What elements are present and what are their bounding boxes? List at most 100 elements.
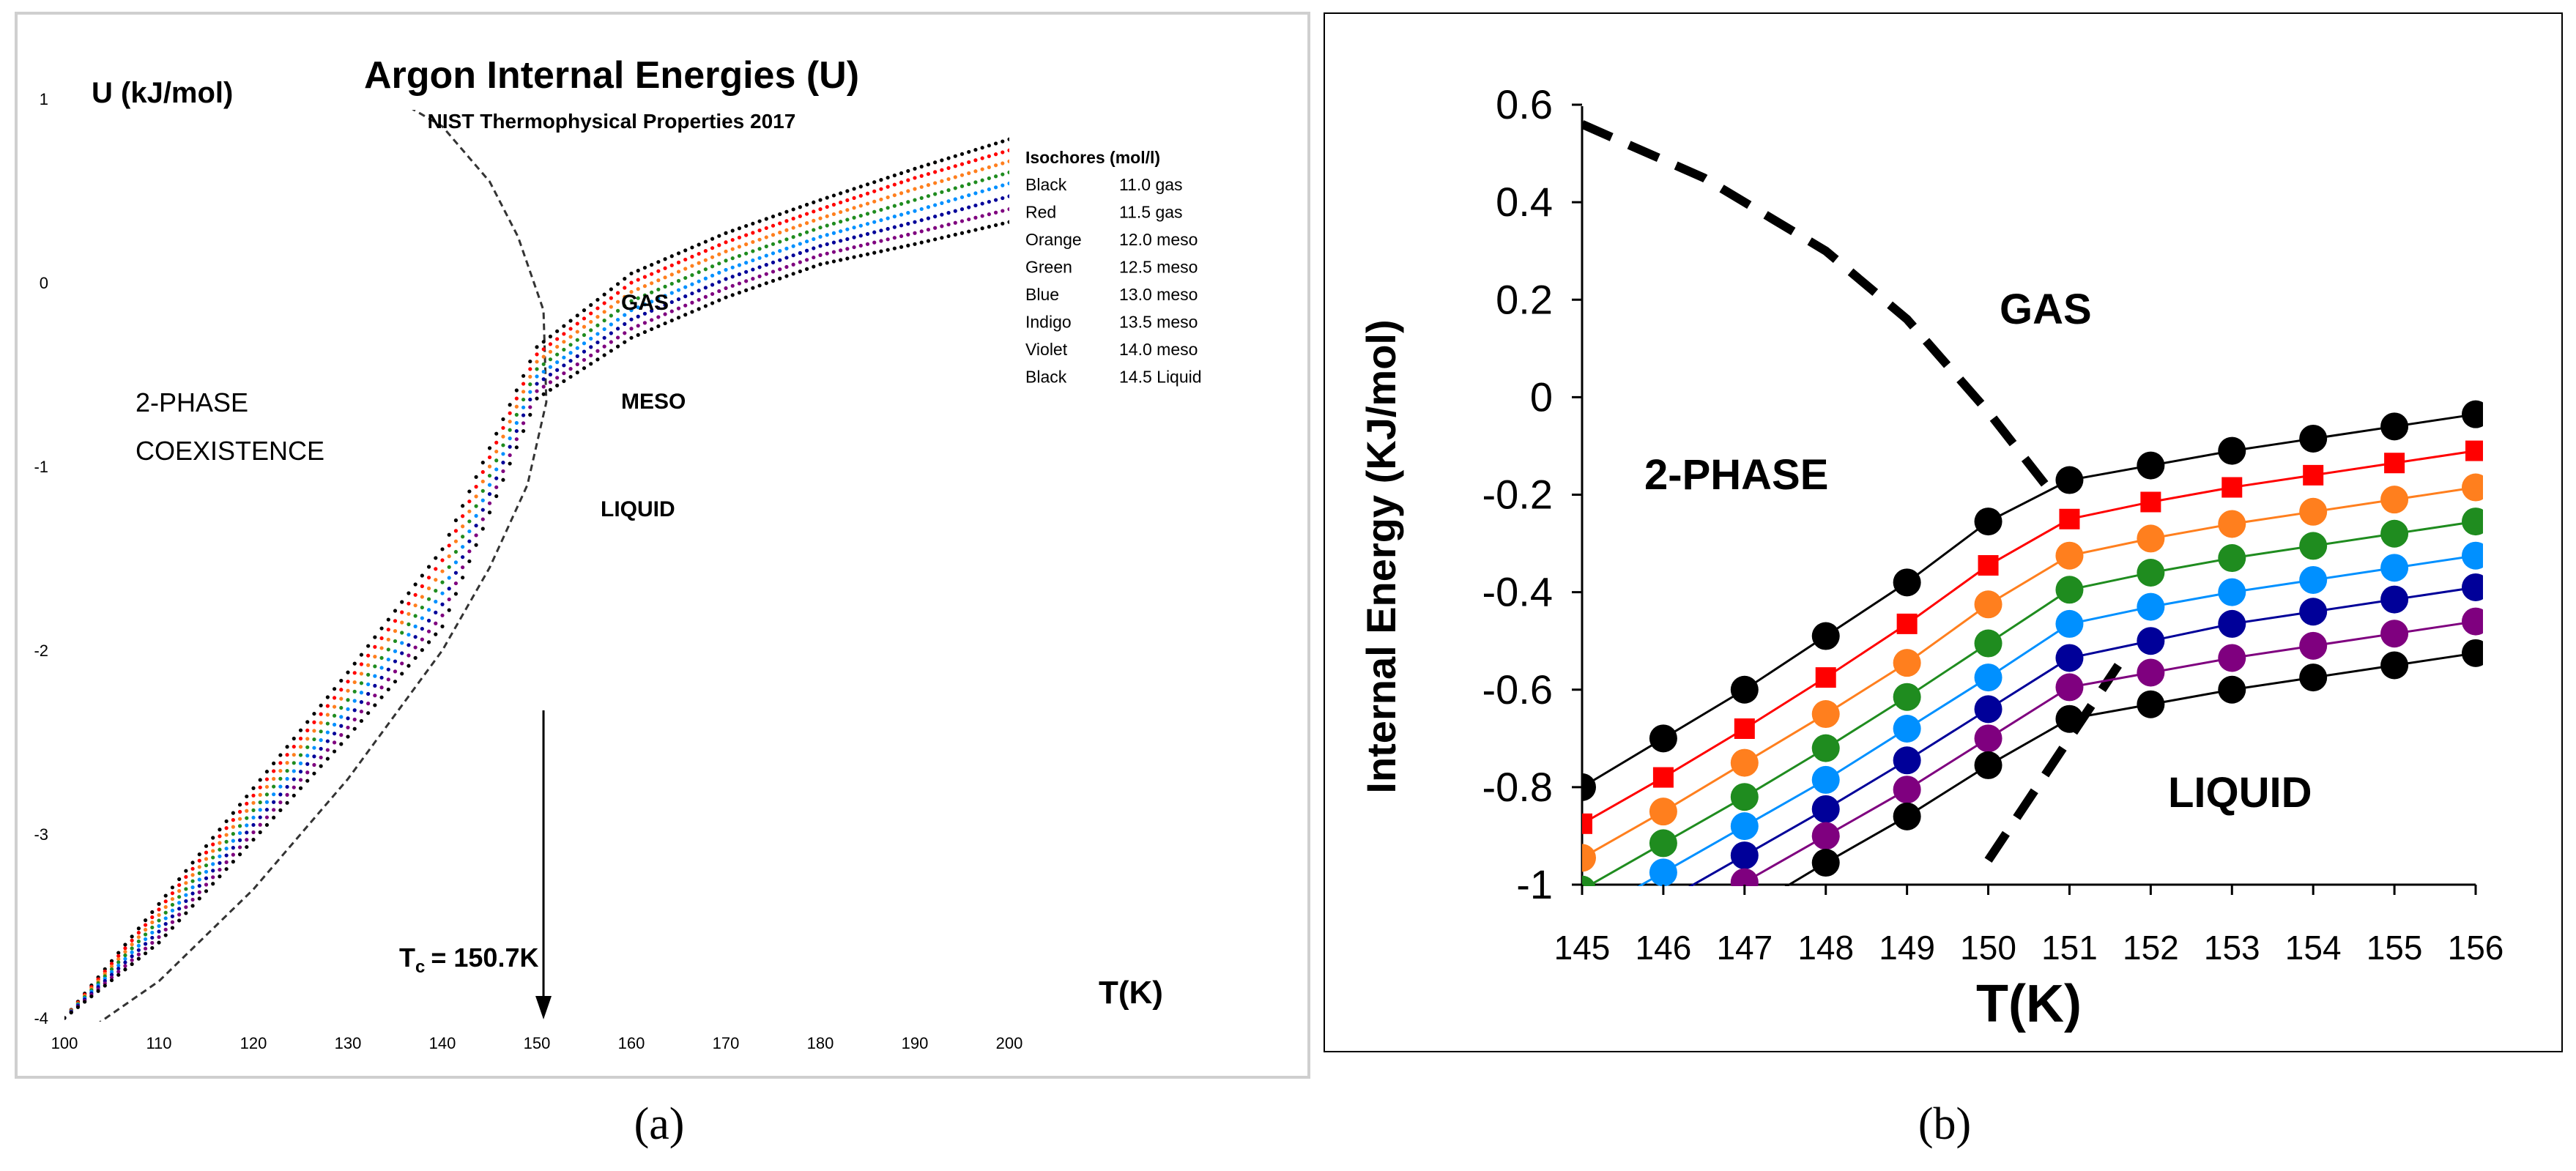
panel-a-data-point — [676, 278, 681, 283]
panel-a-data-point — [218, 841, 222, 845]
panel-a-data-point — [737, 235, 742, 239]
panel-a-data-point — [973, 191, 978, 196]
panel-a-data-point — [298, 745, 303, 749]
panel-a-data-point — [305, 754, 310, 758]
panel-a-data-point — [352, 726, 357, 731]
panel-a-data-point — [272, 808, 276, 812]
panel-a-data-point — [993, 163, 998, 168]
panel-b-series-line — [1582, 450, 2476, 825]
panel-a-data-point — [379, 675, 384, 680]
panel-a-data-point — [987, 187, 991, 192]
panel-b-data-point — [2055, 609, 2084, 638]
panel-a-data-point — [629, 271, 634, 276]
panel-a-data-point — [778, 258, 782, 262]
panel-a-data-point — [852, 226, 856, 230]
panel-b-data-point — [1730, 748, 1759, 777]
panel-a-data-point — [980, 146, 984, 150]
panel-a-data-point — [319, 746, 323, 751]
panel-a-data-point — [157, 923, 161, 929]
panel-a-data-point — [589, 319, 593, 324]
panel-a-data-point — [461, 576, 465, 580]
panel-a-data-point — [562, 332, 566, 336]
panel-a-data-point — [913, 198, 917, 202]
panel-a-data-point — [251, 793, 256, 798]
panel-a-data-point — [663, 312, 667, 316]
panel-a-data-point — [892, 182, 897, 187]
panel-a-data-point — [683, 313, 688, 317]
panel-a-data-point — [724, 286, 728, 291]
panel-a-data-point — [298, 728, 303, 732]
panel-a-data-point — [379, 666, 384, 670]
panel-a-data-point — [946, 156, 951, 160]
panel-a-data-point — [778, 230, 782, 235]
panel-a-data-point — [764, 244, 768, 249]
panel-a-data-point — [413, 592, 417, 597]
panel-a-data-point — [177, 901, 182, 905]
panel-a-data-point — [812, 255, 816, 260]
panel-a-data-point — [973, 203, 978, 208]
panel-b-data-point — [1730, 868, 1759, 886]
panel-a-data-point — [440, 624, 445, 628]
panel-a-data-point — [264, 815, 270, 819]
panel-a-data-point — [245, 844, 249, 850]
panel-a-data-point — [669, 309, 674, 313]
panel-a-data-point — [1001, 209, 1005, 213]
panel-a-data-point — [453, 592, 459, 596]
panel-a-data-point — [143, 951, 148, 956]
panel-a-data-point — [231, 811, 235, 815]
panel-a-data-point — [426, 629, 431, 633]
panel-a-data-point — [426, 608, 431, 612]
panel-a-data-point — [650, 281, 654, 286]
panel-a-data-point — [784, 246, 789, 250]
panel-a-data-point — [231, 860, 235, 864]
panel-a-data-point — [312, 771, 316, 776]
panel-a-data-point — [278, 800, 283, 805]
panel-a-data-point — [804, 202, 809, 207]
panel-a-data-point — [83, 1000, 87, 1004]
panel-a-data-point — [987, 144, 991, 148]
panel-a-data-point — [143, 927, 148, 932]
panel-a-data-point — [541, 347, 546, 352]
panel-a-data-point — [676, 269, 681, 274]
panel-a-data-point — [474, 485, 478, 489]
panel-a-data-point — [784, 219, 789, 223]
panel-a-data-point — [825, 196, 829, 200]
panel-b-data-point — [2055, 541, 2084, 570]
panel-a-data-point — [150, 935, 155, 940]
panel-a-data-point — [447, 543, 451, 548]
panel-a-data-point — [615, 300, 620, 304]
panel-b-data-point — [1974, 695, 2002, 724]
panel-a-data-point — [629, 299, 634, 303]
panel-a-data-point — [730, 247, 735, 251]
panel-a-data-point — [163, 922, 168, 926]
panel-a-data-point — [1001, 183, 1005, 187]
panel-a-data-point — [879, 239, 883, 243]
panel-a-data-point — [804, 258, 809, 262]
panel-a-data-point — [204, 844, 209, 848]
panel-b-data-point — [2221, 477, 2243, 498]
panel-a-data-point — [933, 192, 938, 196]
panel-a-data-point — [204, 869, 209, 874]
panel-a-data-point — [177, 877, 182, 882]
panel-a-data-point — [764, 263, 768, 267]
panel-a-data-point — [190, 879, 195, 883]
panel-a-data-point — [845, 198, 850, 203]
panel-a-data-point — [541, 392, 546, 396]
panel-a-data-point — [211, 862, 215, 866]
panel-a-data-point — [791, 272, 795, 276]
panel-a-series — [64, 148, 1009, 1020]
panel-b-data-point — [1896, 613, 1918, 634]
panel-a-data-point — [393, 619, 398, 623]
panel-a-data-point — [757, 247, 762, 251]
panel-a-data-point — [157, 907, 161, 912]
panel-a-data-point — [272, 776, 276, 781]
panel-a-data-point — [757, 228, 762, 233]
panel-a-data-point — [278, 808, 283, 812]
panel-a-data-point — [298, 778, 303, 782]
panel-a-data-point — [204, 850, 209, 855]
panel-a-data-point — [170, 885, 175, 890]
panel-a-data-point — [272, 784, 276, 789]
panel-a-data-point — [143, 932, 148, 937]
panel-a-data-point — [386, 657, 390, 662]
panel-a-data-point — [568, 374, 573, 379]
